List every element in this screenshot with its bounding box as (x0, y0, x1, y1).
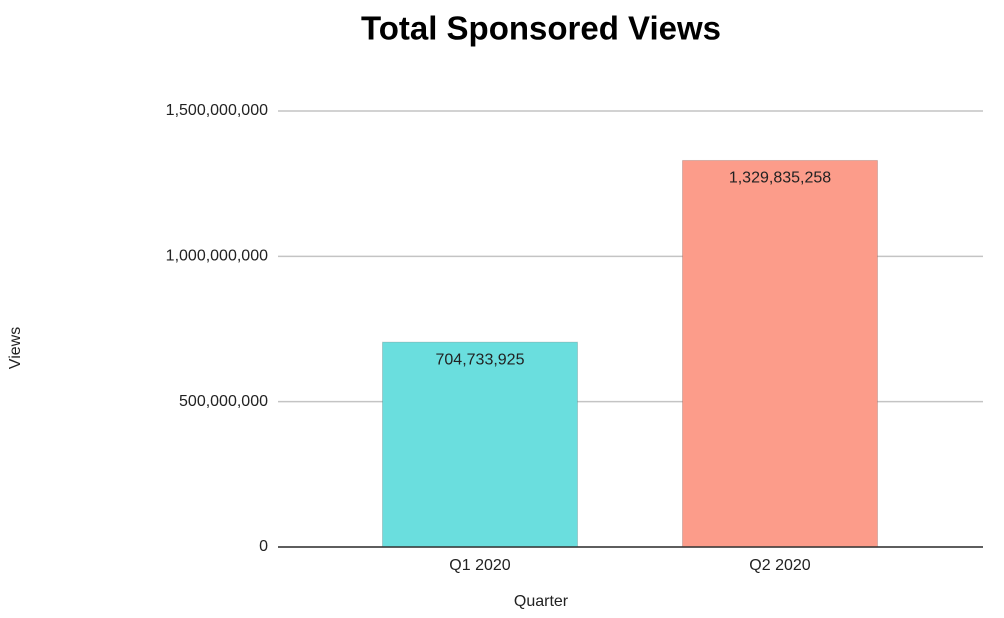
chart-title: Total Sponsored Views (361, 10, 721, 47)
value-label: 704,733,925 (436, 351, 525, 368)
y-tick-label: 0 (259, 538, 268, 555)
x-tick-label: Q2 2020 (749, 557, 810, 574)
y-tick-label: 1,500,000,000 (166, 102, 268, 119)
y-tick-label: 1,000,000,000 (166, 248, 268, 265)
x-axis-label: Quarter (514, 593, 569, 610)
y-tick-label: 500,000,000 (179, 393, 268, 410)
x-tick-label: Q1 2020 (449, 557, 510, 574)
bar (682, 159, 878, 548)
y-axis-label: Views (7, 327, 24, 369)
value-label: 1,329,835,258 (729, 170, 831, 187)
bar (382, 341, 578, 548)
